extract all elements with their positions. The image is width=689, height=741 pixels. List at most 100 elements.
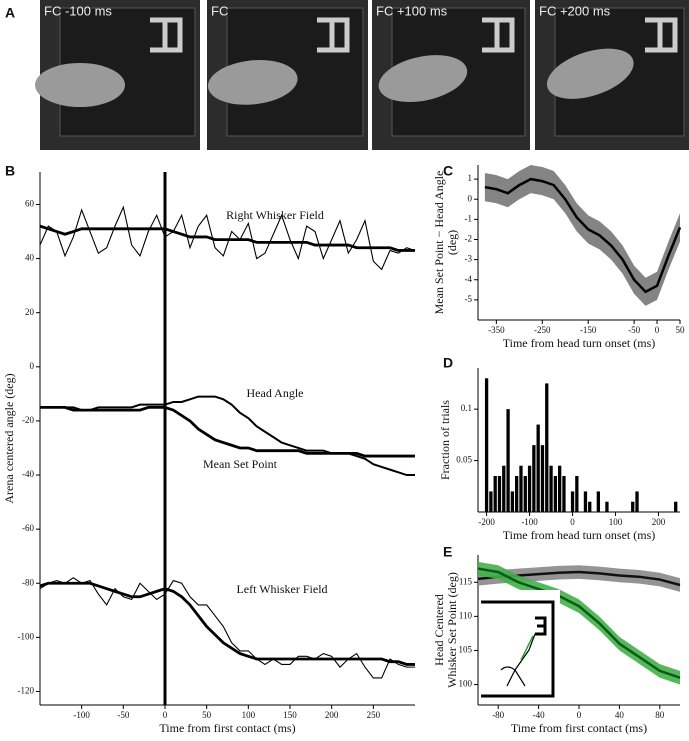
bar: [575, 476, 579, 512]
target: [317, 17, 350, 53]
x-tick-label: 0: [570, 517, 575, 527]
x-tick-label: -250: [534, 325, 551, 335]
annotation: Right Whisker Field: [226, 208, 324, 222]
frame-label: FC: [211, 3, 228, 18]
bar: [588, 501, 592, 512]
panel-label: C: [443, 163, 453, 179]
bar: [558, 465, 562, 512]
x-tick-label: -100: [73, 710, 90, 720]
bar: [532, 445, 536, 512]
panel-label: B: [5, 163, 15, 179]
x-tick-label: 200: [325, 710, 339, 720]
mouse: [378, 55, 468, 103]
x-tick-label: 50: [676, 325, 686, 335]
x-tick-label: -350: [488, 325, 505, 335]
y-tick-label: -2: [465, 234, 473, 244]
y-tick-label: 0.1: [461, 403, 472, 413]
inset-whisker: [520, 635, 534, 661]
x-axis-label: Time from first contact (ms): [511, 721, 647, 735]
y-axis-label: (deg): [445, 230, 459, 255]
target: [482, 17, 515, 53]
x-axis-label: Time from first contact (ms): [159, 721, 295, 735]
error-band: [484, 165, 680, 306]
x-tick-label: 200: [652, 517, 666, 527]
bar: [549, 465, 553, 512]
inset-object: [535, 616, 547, 636]
annotation: Head Angle: [247, 386, 304, 400]
y-tick-label: -60: [22, 523, 34, 533]
x-tick-label: -200: [478, 517, 495, 527]
panel-label: A: [5, 5, 15, 21]
photo-frame: FC -100 ms: [35, 0, 200, 150]
series-line: [477, 567, 681, 679]
bar: [536, 424, 540, 512]
bar: [527, 465, 532, 512]
y-tick-label: 40: [25, 253, 35, 263]
y-tick-label: 0.05: [456, 455, 472, 465]
y-tick-label: 100: [459, 679, 473, 689]
bar: [562, 476, 566, 512]
y-axis-label: Head Centered: [432, 594, 446, 666]
annotation: Left Whisker Field: [236, 582, 327, 596]
bar: [484, 378, 489, 512]
error-band: [478, 565, 680, 592]
y-tick-label: -4: [465, 274, 473, 284]
series-line: [39, 224, 415, 252]
x-tick-label: 150: [283, 710, 297, 720]
bar: [635, 491, 639, 512]
x-tick-label: 0: [655, 325, 660, 335]
bar: [674, 501, 678, 512]
panel-label: E: [443, 544, 452, 560]
series-line: [39, 577, 415, 679]
photo-frame: FC +100 ms: [372, 0, 530, 150]
frame-label: FC +200 ms: [539, 3, 611, 18]
bar: [493, 476, 497, 512]
y-tick-label: -20: [22, 415, 34, 425]
y-tick-label: 110: [459, 610, 473, 620]
mouse: [207, 60, 298, 105]
y-tick-label: 115: [459, 576, 473, 586]
bar: [515, 476, 519, 512]
x-tick-label: -50: [628, 325, 640, 335]
x-tick-label: 250: [367, 710, 381, 720]
x-tick-label: 0: [577, 710, 582, 720]
inset-diagram: [480, 590, 560, 698]
bar: [545, 383, 549, 512]
inset-bg: [480, 590, 560, 697]
x-tick-label: 100: [609, 517, 623, 527]
y-axis-label: Whisker Set Point (deg): [445, 572, 459, 688]
mouse: [546, 48, 634, 99]
x-tick-label: 100: [242, 710, 256, 720]
bar: [510, 491, 515, 512]
photo-frame: FC: [207, 0, 368, 150]
y-tick-label: -100: [18, 631, 35, 641]
y-tick-label: -3: [465, 254, 473, 264]
y-axis-label: Fraction of trials: [438, 400, 452, 480]
annotation: Mean Set Point: [203, 457, 278, 471]
y-tick-label: 0: [30, 361, 35, 371]
bar: [540, 445, 545, 512]
x-tick-label: 80: [655, 710, 665, 720]
panel-label: D: [443, 355, 453, 371]
bar: [497, 476, 502, 512]
x-axis-label: Time from head turn onset (ms): [503, 336, 656, 350]
target: [150, 17, 183, 53]
x-tick-label: -50: [117, 710, 129, 720]
y-tick-label: 1: [468, 173, 473, 183]
bar: [502, 465, 506, 512]
x-tick-label: -40: [533, 710, 545, 720]
x-tick-label: -80: [492, 710, 504, 720]
bar: [553, 476, 558, 512]
mouse: [35, 63, 125, 107]
x-tick-label: 50: [202, 710, 212, 720]
target: [645, 17, 678, 53]
x-axis-label: Time from head turn onset (ms): [503, 528, 656, 542]
bar: [519, 465, 523, 512]
bar: [596, 491, 600, 512]
y-axis-label: Arena centered angle (deg): [2, 373, 16, 503]
y-tick-label: -80: [22, 577, 34, 587]
y-tick-label: 60: [25, 199, 35, 209]
y-tick-label: 105: [459, 645, 473, 655]
frame-label: FC +100 ms: [376, 3, 448, 18]
